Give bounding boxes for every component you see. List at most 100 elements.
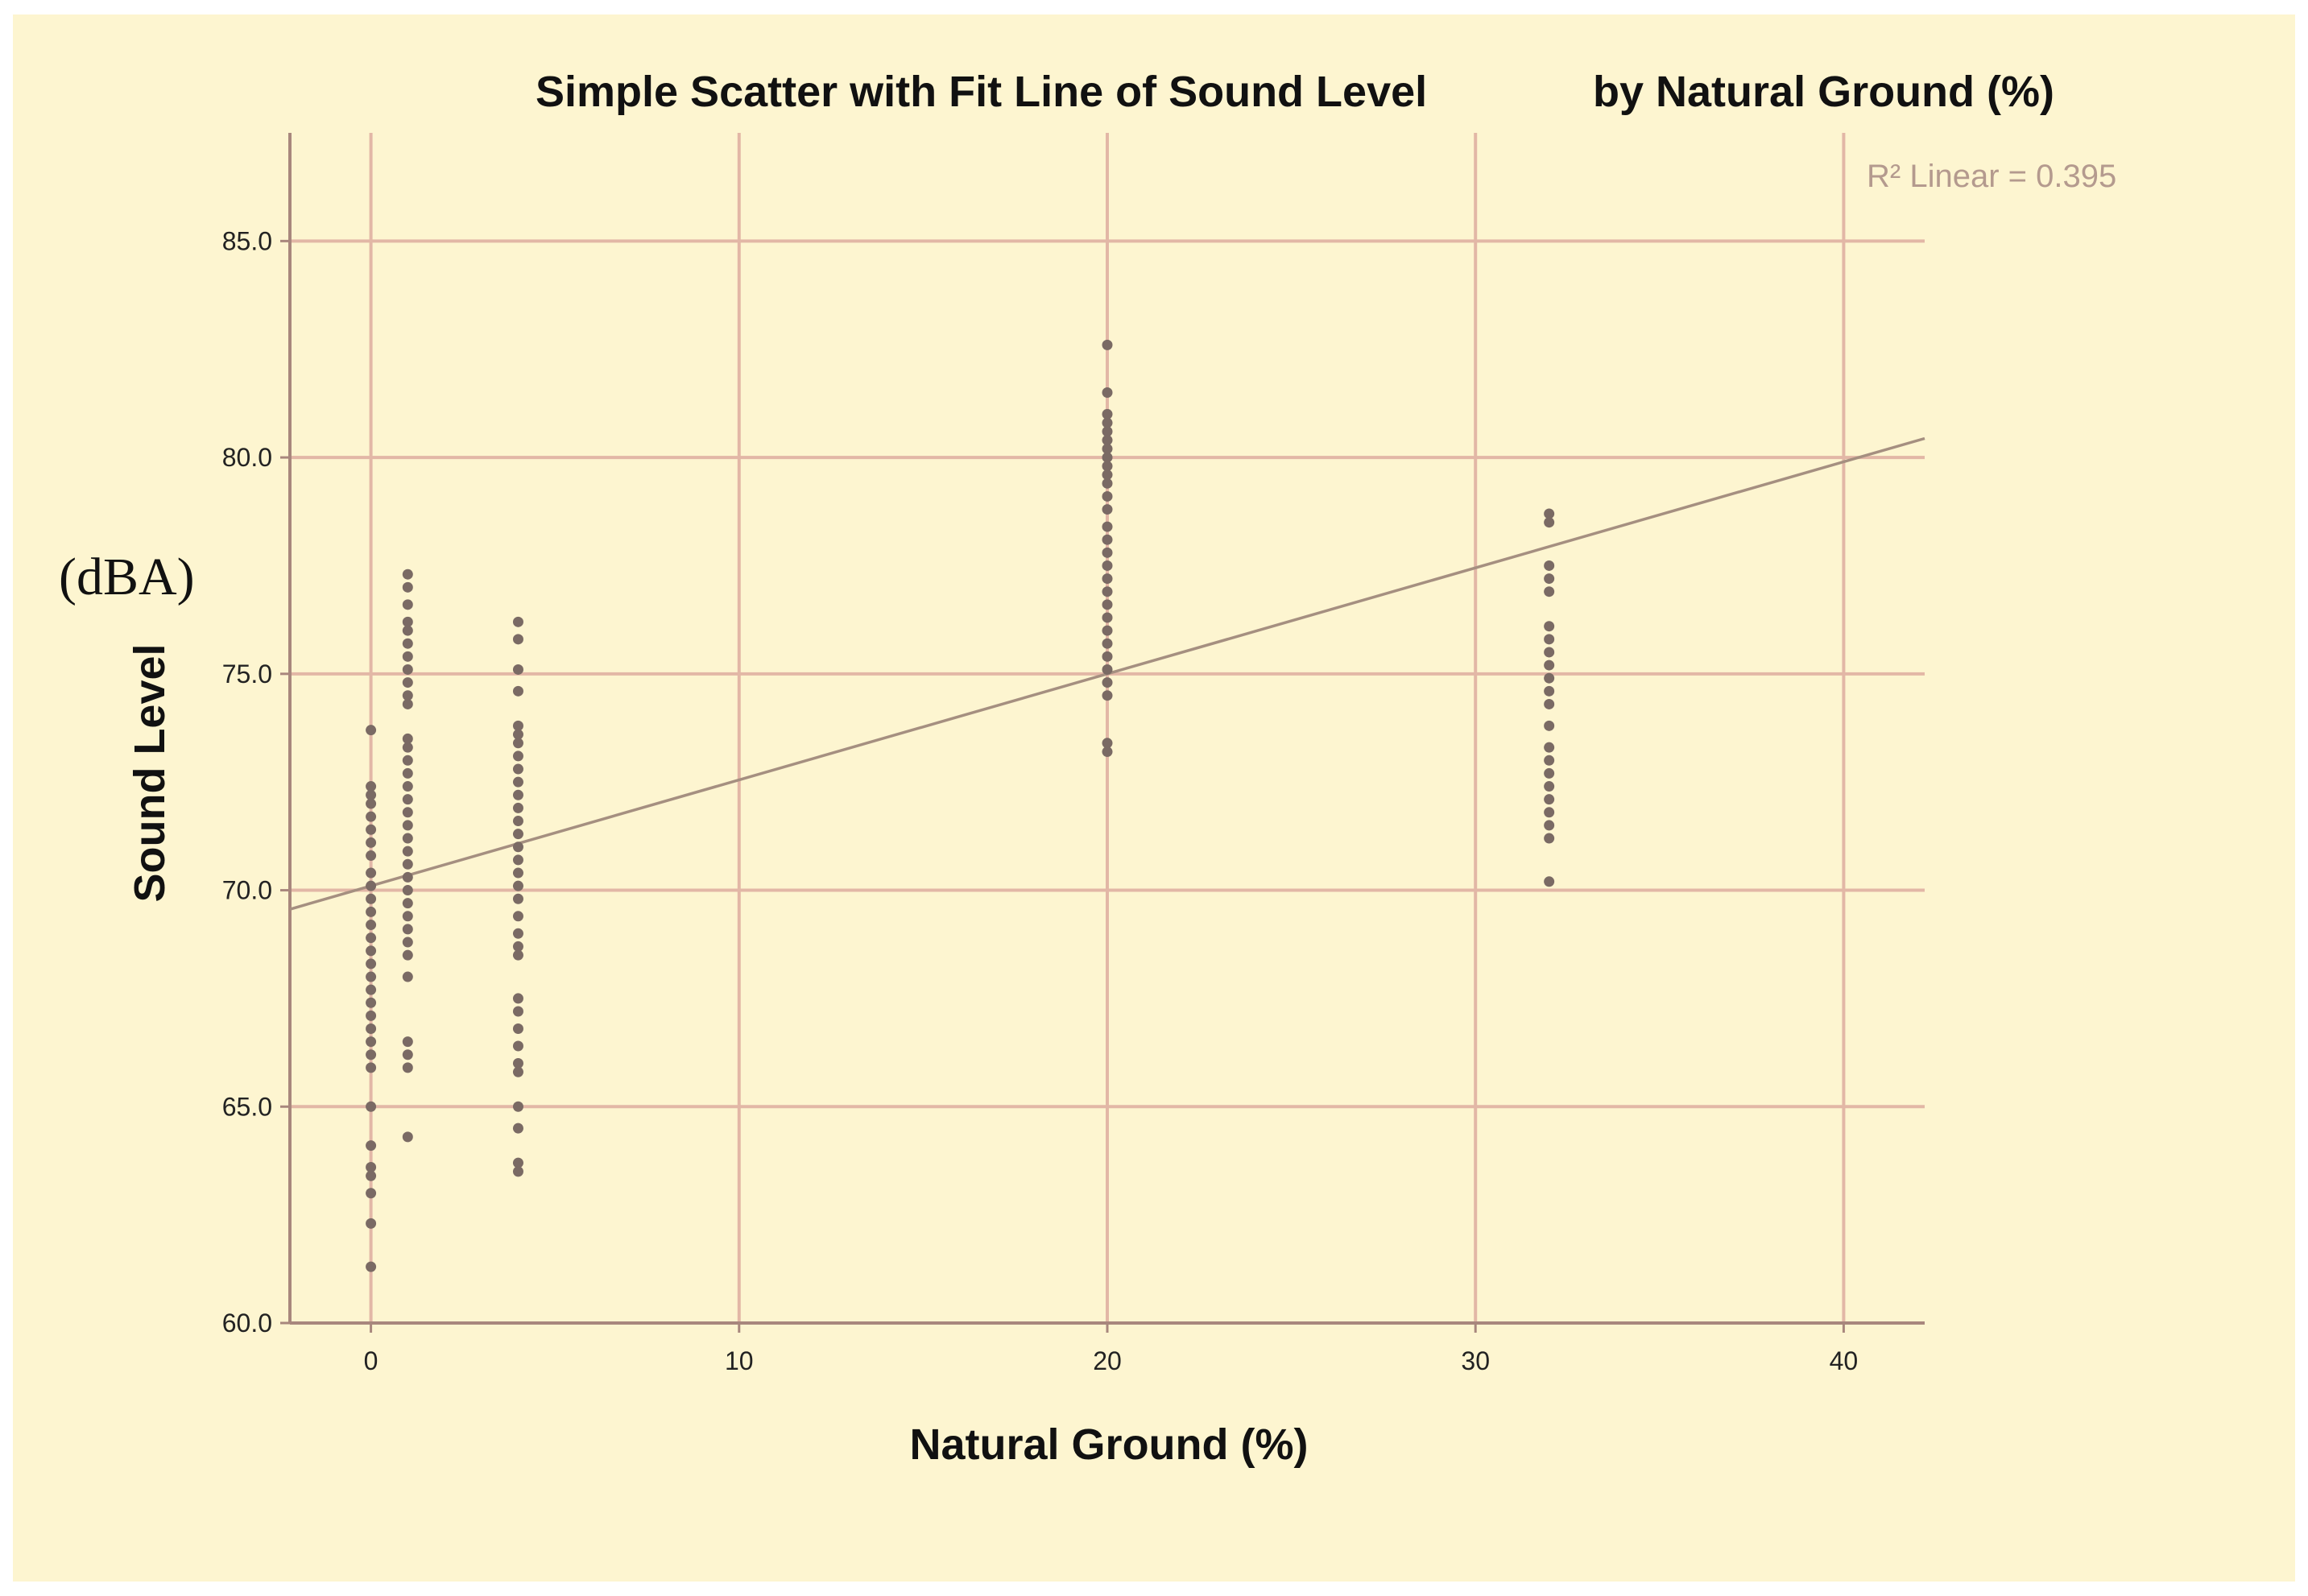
data-point-0-2 xyxy=(366,789,377,800)
x-tick-label-3: 30 xyxy=(1461,1346,1490,1375)
data-point-1-20 xyxy=(402,846,413,857)
data-point-3-27 xyxy=(1102,738,1113,749)
data-point-3-14 xyxy=(1102,534,1113,545)
data-point-2-24 xyxy=(512,1006,523,1017)
data-point-0-21 xyxy=(366,1036,377,1048)
data-point-2-9 xyxy=(512,776,523,788)
data-point-2-13 xyxy=(512,829,523,840)
data-point-1-2 xyxy=(402,599,413,610)
data-point-4-8 xyxy=(1544,659,1555,671)
data-point-4-7 xyxy=(1544,647,1555,658)
data-point-1-3 xyxy=(402,616,413,627)
data-point-3-9 xyxy=(1102,469,1113,481)
data-point-2-10 xyxy=(512,789,523,800)
data-point-0-26 xyxy=(366,1162,377,1173)
data-point-2-8 xyxy=(512,763,523,775)
data-point-4-20 xyxy=(1544,833,1555,844)
data-point-1-29 xyxy=(402,971,413,982)
data-point-3-28 xyxy=(1102,746,1113,758)
data-point-0-20 xyxy=(366,1023,377,1035)
data-point-3-3 xyxy=(1102,417,1113,428)
y-tick-label-5: 85.0 xyxy=(222,226,272,255)
data-point-4-4 xyxy=(1544,586,1555,597)
data-point-1-11 xyxy=(402,733,413,744)
data-point-3-22 xyxy=(1102,638,1113,649)
data-point-1-5 xyxy=(402,638,413,649)
data-point-3-18 xyxy=(1102,586,1113,597)
data-point-0-13 xyxy=(366,932,377,944)
data-point-2-15 xyxy=(512,854,523,866)
data-point-1-17 xyxy=(402,807,413,818)
data-point-2-17 xyxy=(512,880,523,891)
data-point-4-21 xyxy=(1544,876,1555,887)
data-point-2-28 xyxy=(512,1066,523,1077)
x-tick-label-4: 40 xyxy=(1830,1346,1859,1375)
y-tick-label-2: 70.0 xyxy=(222,876,272,905)
data-point-1-9 xyxy=(402,690,413,701)
tick-labels: 60.0 65.0 70.0 75.0 80.0 85.0 0 10 20 30 40 xyxy=(222,226,1858,1375)
data-point-1-28 xyxy=(402,949,413,961)
data-point-0-5 xyxy=(366,824,377,835)
data-point-0-10 xyxy=(366,893,377,904)
data-point-0-30 xyxy=(366,1261,377,1272)
data-point-3-20 xyxy=(1102,612,1113,623)
data-point-2-19 xyxy=(512,911,523,922)
data-point-0-27 xyxy=(366,1170,377,1181)
data-point-2-14 xyxy=(512,841,523,853)
data-point-1-19 xyxy=(402,833,413,844)
x-tick-label-0: 0 xyxy=(364,1346,378,1375)
data-point-4-15 xyxy=(1544,767,1555,779)
data-point-0-24 xyxy=(366,1101,377,1112)
data-point-3-11 xyxy=(1102,490,1113,502)
data-point-1-32 xyxy=(402,1062,413,1073)
data-point-1-18 xyxy=(402,820,413,831)
data-point-2-0 xyxy=(512,616,523,627)
data-point-2-21 xyxy=(512,941,523,952)
data-point-4-10 xyxy=(1544,685,1555,697)
data-point-2-7 xyxy=(512,750,523,762)
data-point-3-17 xyxy=(1102,573,1113,585)
data-point-3-19 xyxy=(1102,599,1113,610)
data-point-3-10 xyxy=(1102,478,1113,489)
data-point-1-21 xyxy=(402,858,413,870)
data-point-2-22 xyxy=(512,949,523,961)
x-tick-label-2: 20 xyxy=(1093,1346,1122,1375)
data-point-0-19 xyxy=(366,1010,377,1021)
data-point-0-7 xyxy=(366,850,377,862)
data-point-1-0 xyxy=(402,569,413,580)
data-point-3-4 xyxy=(1102,426,1113,437)
data-point-2-18 xyxy=(512,893,523,904)
data-point-2-2 xyxy=(512,664,523,675)
data-point-3-12 xyxy=(1102,504,1113,515)
data-point-1-13 xyxy=(402,755,413,766)
data-point-2-29 xyxy=(512,1101,523,1112)
data-point-2-32 xyxy=(512,1166,523,1177)
data-point-0-18 xyxy=(366,997,377,1008)
data-point-4-3 xyxy=(1544,573,1555,585)
data-point-3-8 xyxy=(1102,461,1113,472)
data-point-0-11 xyxy=(366,906,377,917)
data-point-0-17 xyxy=(366,984,377,995)
data-point-4-16 xyxy=(1544,781,1555,792)
data-point-2-16 xyxy=(512,867,523,879)
data-point-1-30 xyxy=(402,1036,413,1048)
data-point-3-21 xyxy=(1102,625,1113,636)
data-point-2-31 xyxy=(512,1157,523,1168)
data-point-4-9 xyxy=(1544,672,1555,684)
data-point-4-6 xyxy=(1544,634,1555,645)
data-point-2-3 xyxy=(512,685,523,697)
data-point-0-8 xyxy=(366,867,377,879)
data-point-3-2 xyxy=(1102,408,1113,420)
data-point-1-10 xyxy=(402,698,413,709)
data-point-0-9 xyxy=(366,880,377,891)
data-point-1-27 xyxy=(402,937,413,948)
y-tick-label-4: 80.0 xyxy=(222,443,272,472)
data-point-3-25 xyxy=(1102,677,1113,688)
data-point-4-12 xyxy=(1544,720,1555,731)
y-tick-label-1: 65.0 xyxy=(222,1092,272,1121)
data-point-4-0 xyxy=(1544,508,1555,519)
data-point-2-6 xyxy=(512,738,523,749)
chart-panel xyxy=(13,14,2295,1582)
data-point-0-15 xyxy=(366,958,377,970)
data-point-1-16 xyxy=(402,794,413,805)
